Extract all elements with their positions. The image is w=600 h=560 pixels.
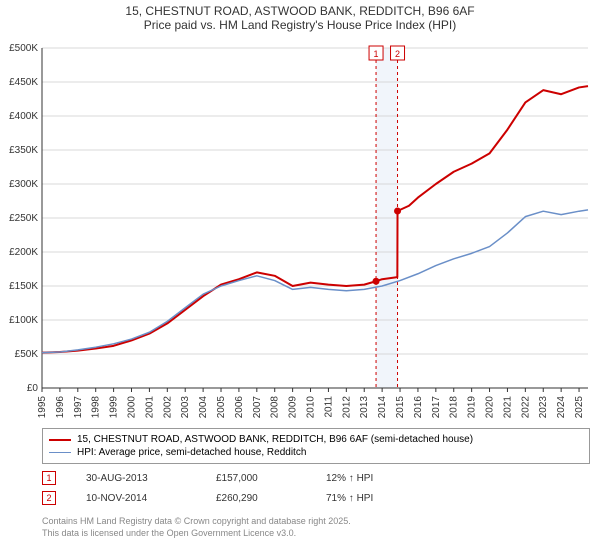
line-chart-svg: £0£50K£100K£150K£200K£250K£300K£350K£400… (42, 42, 594, 420)
attribution-line-2: This data is licensed under the Open Gov… (42, 528, 590, 540)
svg-text:2010: 2010 (306, 396, 317, 419)
svg-text:2015: 2015 (395, 396, 406, 419)
svg-text:£450K: £450K (9, 77, 38, 88)
svg-text:£50K: £50K (15, 349, 39, 360)
chart-title: 15, CHESTNUT ROAD, ASTWOOD BANK, REDDITC… (0, 0, 600, 34)
marker-pct: 12% ↑ HPI (326, 473, 406, 484)
svg-text:1998: 1998 (91, 396, 102, 419)
svg-text:1: 1 (374, 49, 379, 59)
svg-text:2025: 2025 (574, 396, 585, 419)
svg-text:2021: 2021 (502, 396, 513, 419)
svg-text:1997: 1997 (73, 396, 84, 419)
legend-item-hpi: HPI: Average price, semi-detached house,… (49, 446, 583, 459)
svg-text:1996: 1996 (55, 396, 66, 419)
svg-text:2012: 2012 (341, 396, 352, 419)
svg-text:2003: 2003 (180, 396, 191, 419)
svg-text:2022: 2022 (520, 396, 531, 419)
svg-text:2020: 2020 (485, 396, 496, 419)
marker-table: 1 30-AUG-2013 £157,000 12% ↑ HPI 2 10-NO… (42, 468, 590, 508)
svg-text:£200K: £200K (9, 247, 38, 258)
svg-text:2011: 2011 (323, 396, 334, 418)
legend-label: 15, CHESTNUT ROAD, ASTWOOD BANK, REDDITC… (77, 434, 473, 445)
legend-swatch (49, 452, 71, 454)
marker-price: £157,000 (216, 473, 296, 484)
svg-text:2024: 2024 (556, 396, 567, 419)
marker-badge: 1 (42, 471, 56, 485)
svg-text:1995: 1995 (37, 396, 48, 419)
svg-text:2005: 2005 (216, 396, 227, 419)
svg-text:2008: 2008 (270, 396, 281, 419)
svg-text:2016: 2016 (413, 396, 424, 419)
legend: 15, CHESTNUT ROAD, ASTWOOD BANK, REDDITC… (42, 428, 590, 464)
svg-text:£150K: £150K (9, 281, 38, 292)
svg-text:2023: 2023 (538, 396, 549, 419)
svg-text:2009: 2009 (288, 396, 299, 419)
svg-text:2007: 2007 (252, 396, 263, 419)
svg-text:2013: 2013 (359, 396, 370, 419)
marker-date: 10-NOV-2014 (86, 493, 186, 504)
svg-text:£250K: £250K (9, 213, 38, 224)
svg-text:2018: 2018 (449, 396, 460, 419)
svg-text:2006: 2006 (234, 396, 245, 419)
svg-text:£500K: £500K (9, 43, 38, 54)
title-line-2: Price paid vs. HM Land Registry's House … (0, 18, 600, 32)
svg-text:2004: 2004 (198, 396, 209, 419)
marker-row: 2 10-NOV-2014 £260,290 71% ↑ HPI (42, 488, 590, 508)
title-line-1: 15, CHESTNUT ROAD, ASTWOOD BANK, REDDITC… (0, 4, 600, 18)
svg-text:£0: £0 (27, 383, 39, 394)
svg-text:2014: 2014 (377, 396, 388, 419)
svg-text:2019: 2019 (467, 396, 478, 419)
svg-text:£400K: £400K (9, 111, 38, 122)
marker-pct: 71% ↑ HPI (326, 493, 406, 504)
chart-plot-area: £0£50K£100K£150K£200K£250K£300K£350K£400… (42, 42, 594, 420)
marker-badge: 2 (42, 491, 56, 505)
marker-date: 30-AUG-2013 (86, 473, 186, 484)
attribution: Contains HM Land Registry data © Crown c… (42, 516, 590, 539)
svg-text:1999: 1999 (109, 396, 120, 419)
legend-item-price-paid: 15, CHESTNUT ROAD, ASTWOOD BANK, REDDITC… (49, 433, 583, 446)
svg-text:2: 2 (395, 49, 400, 59)
svg-text:2001: 2001 (144, 396, 155, 419)
svg-text:£350K: £350K (9, 145, 38, 156)
marker-row: 1 30-AUG-2013 £157,000 12% ↑ HPI (42, 468, 590, 488)
svg-text:2002: 2002 (162, 396, 173, 419)
marker-price: £260,290 (216, 493, 296, 504)
svg-text:2000: 2000 (127, 396, 138, 419)
legend-swatch (49, 439, 71, 441)
svg-text:£100K: £100K (9, 315, 38, 326)
legend-label: HPI: Average price, semi-detached house,… (77, 447, 306, 458)
svg-text:2017: 2017 (431, 396, 442, 419)
attribution-line-1: Contains HM Land Registry data © Crown c… (42, 516, 590, 528)
svg-text:£300K: £300K (9, 179, 38, 190)
